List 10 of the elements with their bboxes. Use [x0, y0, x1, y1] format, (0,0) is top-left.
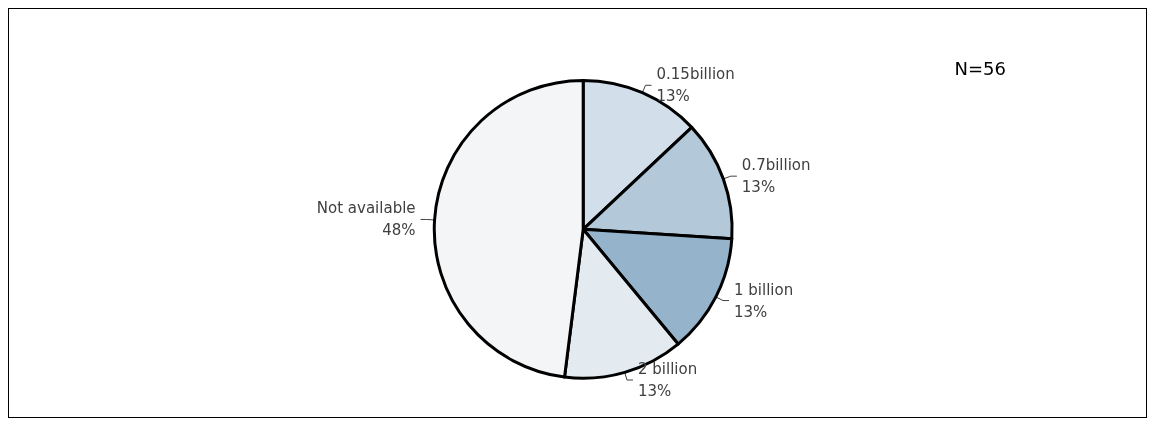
- data-label: 13%: [637, 382, 672, 401]
- slice-label: 0.15billion: [656, 65, 735, 84]
- data-label: 13%: [656, 87, 690, 106]
- data-label: 13%: [734, 302, 768, 321]
- slice-label: 1 billion: [734, 280, 794, 299]
- text: N=56: [954, 57, 1006, 79]
- slice-label: Not available: [316, 199, 416, 218]
- slice-label: 0.7billion: [741, 156, 811, 175]
- data-label: 48%: [382, 221, 416, 240]
- data-label: 13%: [741, 178, 776, 197]
